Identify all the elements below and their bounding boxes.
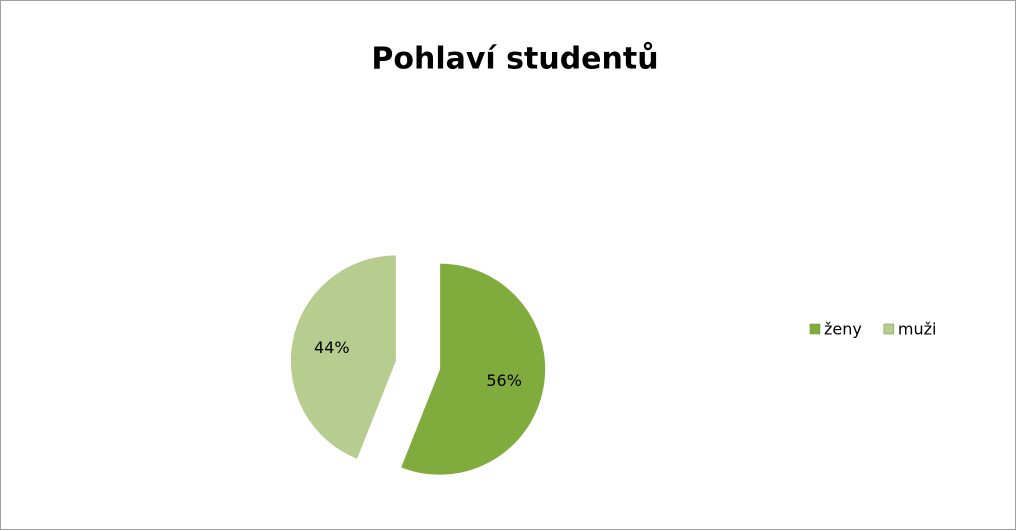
pie-slice (289, 254, 397, 461)
legend-label: muži (898, 320, 937, 339)
pie-slice (399, 262, 547, 476)
chart-title: Pohlaví studentů (371, 41, 658, 77)
legend-label: ženy (824, 320, 862, 339)
data-label: 44% (314, 338, 350, 357)
legend-swatch (809, 323, 821, 335)
data-label: 56% (486, 371, 522, 390)
legend-swatch (883, 323, 895, 335)
